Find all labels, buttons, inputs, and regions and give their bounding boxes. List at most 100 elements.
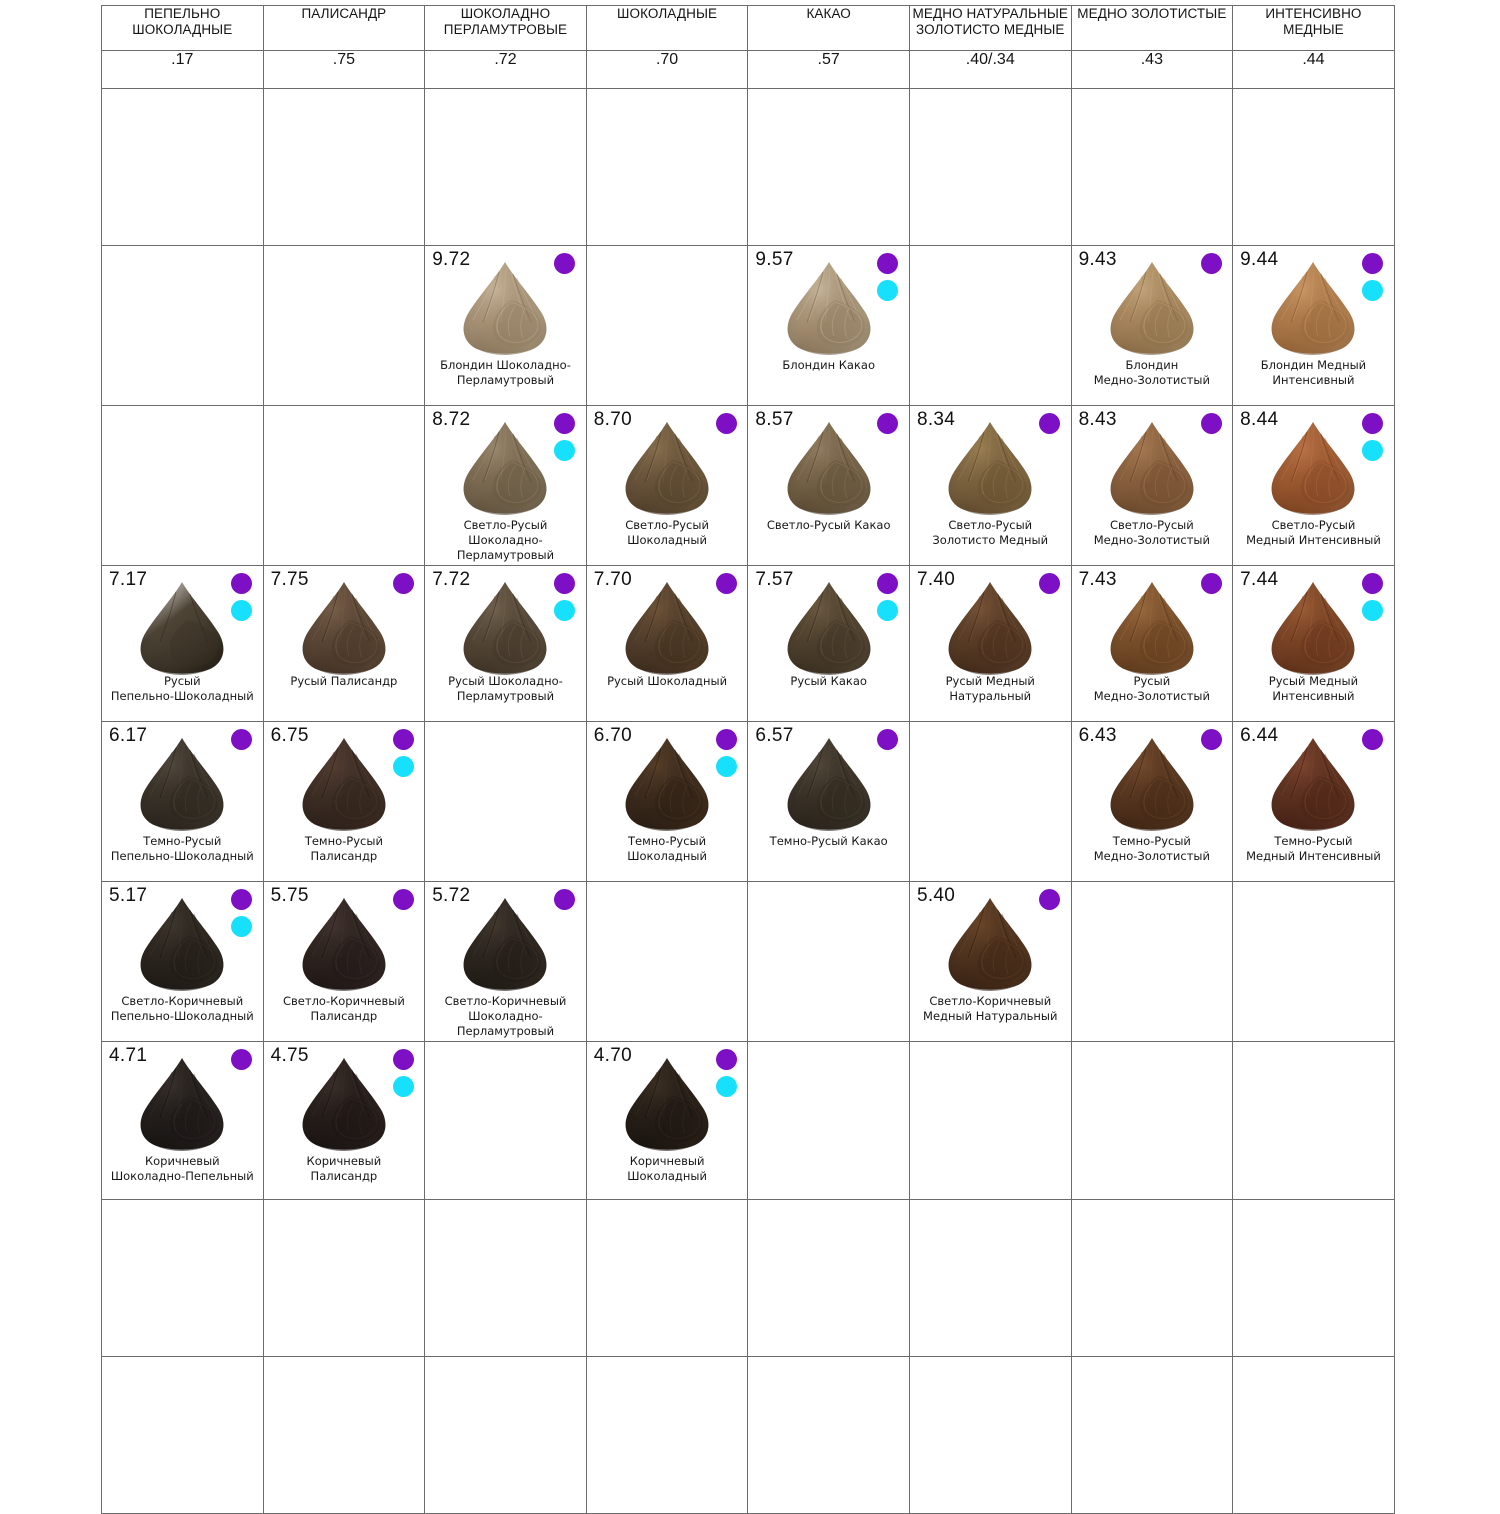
- shade-cell[interactable]: 6.44: [1232, 721, 1395, 882]
- purple-dot-icon: [1039, 573, 1061, 594]
- cyan-dot-icon: [231, 916, 253, 937]
- shade-name-line2: Золотисто Медный: [932, 533, 1049, 548]
- hair-swatch-icon: [292, 736, 396, 832]
- shade-cell[interactable]: 6.57: [747, 721, 910, 882]
- shade-cell[interactable]: 7.43: [1070, 565, 1234, 722]
- empty-cell: [262, 245, 426, 406]
- shade-name-line1: Светло-Коричневый: [121, 994, 244, 1008]
- shade-cell[interactable]: 9.43: [1070, 245, 1234, 406]
- shade-code: 4.71: [109, 1045, 148, 1066]
- shade-name: Коричневый Шоколадно-Пепельный: [106, 1154, 259, 1184]
- shade-code: 4.75: [270, 1045, 309, 1066]
- shade-cell[interactable]: 8.44: [1232, 405, 1395, 566]
- shade-cell[interactable]: 6.43: [1070, 721, 1234, 882]
- shade-name-line2: Интенсивный: [1272, 373, 1355, 388]
- shade-name-line1: Русый: [1133, 674, 1171, 688]
- shade-cell[interactable]: 8.43: [1070, 405, 1234, 566]
- purple-dot-icon: [1200, 729, 1222, 750]
- purple-dot-icon: [231, 729, 253, 750]
- shade-name-line1: Коричневый: [306, 1154, 382, 1168]
- hair-swatch-icon: [130, 896, 234, 992]
- shade-name: Русый Медный Натуральный: [914, 674, 1067, 704]
- shade-name: Блондин Какао: [752, 358, 905, 373]
- shade-cell[interactable]: 8.70: [585, 405, 749, 566]
- cyan-dot-icon: [1362, 280, 1384, 301]
- shade-name: Темно-Русый Пепельно-Шоколадный: [106, 834, 259, 864]
- hair-swatch-icon: [1261, 736, 1365, 832]
- empty-cell: [1070, 1356, 1234, 1514]
- shade-name-line1: Блондин Какао: [782, 358, 875, 372]
- shade-cell[interactable]: 5.17: [101, 881, 264, 1042]
- shade-cell[interactable]: 5.75: [262, 881, 426, 1042]
- shade-name-line1: Светло-Коричневый: [444, 994, 567, 1008]
- marker-dots: [1199, 253, 1223, 274]
- shade-cell[interactable]: 4.70: [585, 1041, 749, 1200]
- cyan-dot-icon: [1362, 440, 1384, 461]
- shade-cell[interactable]: 4.75: [262, 1041, 426, 1200]
- purple-dot-icon: [877, 729, 899, 750]
- empty-cell: [585, 245, 749, 406]
- hair-swatch-icon: [130, 1056, 234, 1152]
- shade-name: Темно-Русый Шоколадный: [591, 834, 744, 864]
- shade-name-line1: Темно-Русый: [628, 834, 707, 848]
- shade-name-line2: Медно-Золотистый: [1093, 849, 1210, 864]
- shade-code: 6.43: [1078, 725, 1117, 746]
- shade-name-line2: Пепельно-Шоколадный: [110, 689, 254, 704]
- hair-swatch-wrap: [425, 896, 586, 992]
- shade-name: Русый Какао: [752, 674, 905, 689]
- shade-cell[interactable]: 9.44: [1232, 245, 1395, 406]
- hair-swatch-wrap: [264, 896, 425, 992]
- shade-cell[interactable]: 7.72: [424, 565, 587, 722]
- shade-name-line1: Темно-Русый: [143, 834, 222, 848]
- marker-dots: [230, 889, 254, 937]
- shade-cell[interactable]: 9.72: [424, 245, 587, 406]
- marker-dots: [876, 413, 900, 434]
- shade-cell[interactable]: 8.57: [747, 405, 910, 566]
- shade-cell[interactable]: 6.75: [262, 721, 426, 882]
- purple-dot-icon: [1039, 889, 1061, 910]
- shade-name-line2: Палисандр: [310, 1009, 378, 1024]
- empty-cell: [101, 88, 264, 246]
- shade-cell[interactable]: 7.40: [908, 565, 1072, 722]
- cyan-dot-icon: [1362, 600, 1384, 621]
- shade-cell[interactable]: 6.17: [101, 721, 264, 882]
- shade-cell[interactable]: 4.71: [101, 1041, 264, 1200]
- empty-cell: [747, 1199, 910, 1357]
- shade-cell[interactable]: 9.57: [747, 245, 910, 406]
- shade-cell[interactable]: 7.17: [101, 565, 264, 722]
- column-code-8: .44: [1232, 50, 1395, 89]
- marker-dots: [553, 253, 577, 274]
- shade-cell[interactable]: 8.72: [424, 405, 587, 566]
- column-header-7: МЕДНО ЗОЛОТИСТЫЕ: [1070, 5, 1234, 51]
- shade-code: 5.75: [270, 885, 309, 906]
- column-code-7: .43: [1070, 50, 1234, 89]
- empty-cell: [424, 1356, 587, 1514]
- shade-cell[interactable]: 8.34: [908, 405, 1072, 566]
- shade-cell[interactable]: 5.72: [424, 881, 587, 1042]
- hair-swatch-wrap: [587, 420, 748, 516]
- shade-name-line1: Русый Медный: [945, 674, 1035, 688]
- shade-cell[interactable]: 7.75: [262, 565, 426, 722]
- hair-swatch-wrap: [1233, 736, 1394, 832]
- shade-cell[interactable]: 7.57: [747, 565, 910, 722]
- empty-cell: [747, 1041, 910, 1200]
- marker-dots: [230, 573, 254, 621]
- shade-cell[interactable]: 7.70: [585, 565, 749, 722]
- shade-name-line1: Русый Медный: [1268, 674, 1359, 688]
- shade-code: 7.72: [432, 569, 471, 590]
- shade-code: 6.17: [109, 725, 148, 746]
- hair-swatch-icon: [1100, 580, 1204, 676]
- empty-cell: [747, 88, 910, 246]
- shade-cell[interactable]: 7.44: [1232, 565, 1395, 722]
- shade-row-blank-b: [101, 1356, 1395, 1514]
- shade-cell[interactable]: 5.40: [908, 881, 1072, 1042]
- shade-name: Коричневый Палисандр: [268, 1154, 421, 1184]
- marker-dots: [553, 573, 577, 621]
- shade-name-line2: Шоколадный: [627, 1169, 707, 1184]
- empty-cell: [1232, 88, 1395, 246]
- shade-code: 5.72: [432, 885, 471, 906]
- shade-cell[interactable]: 6.70: [585, 721, 749, 882]
- shade-code: 7.75: [270, 569, 309, 590]
- hair-swatch-wrap: [748, 736, 909, 832]
- shade-code: 5.40: [916, 885, 956, 906]
